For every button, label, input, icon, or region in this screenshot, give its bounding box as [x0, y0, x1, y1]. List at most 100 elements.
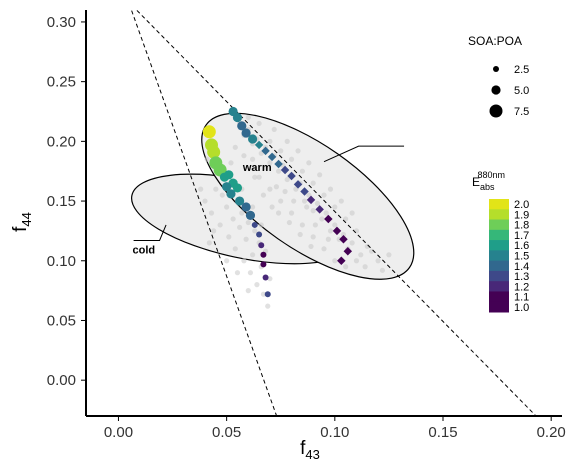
- color-legend-swatch: [489, 260, 509, 272]
- background-point: [204, 156, 210, 162]
- color-legend-title-sub: abs: [480, 182, 495, 192]
- background-point: [256, 120, 262, 127]
- background-point: [343, 264, 349, 270]
- background-point: [362, 264, 368, 270]
- background-point: [234, 270, 241, 276]
- color-legend-swatch: [489, 199, 509, 210]
- background-point: [375, 258, 381, 264]
- background-point: [265, 303, 271, 309]
- background-point: [327, 228, 334, 234]
- data-point-cold: [256, 231, 263, 238]
- data-point-cold: [264, 291, 271, 298]
- background-point: [243, 236, 249, 242]
- background-point: [267, 186, 273, 192]
- background-point: [267, 160, 273, 166]
- color-legend-label: 2.0: [514, 199, 529, 211]
- size-legend-marker: [491, 85, 501, 95]
- background-point: [250, 204, 256, 210]
- color-legend-title-sup: 880nm: [478, 170, 506, 180]
- y-tick-label: 0.30: [47, 14, 76, 31]
- y-tick-label: 0.00: [47, 372, 76, 389]
- background-point: [293, 186, 299, 192]
- background-point: [310, 234, 316, 240]
- size-legend-marker: [489, 104, 503, 118]
- data-point-warm: [237, 121, 247, 131]
- background-point: [343, 216, 349, 222]
- background-point: [198, 186, 204, 192]
- data-point-warm: [339, 235, 348, 244]
- x-tick-label: 0.15: [428, 424, 457, 441]
- color-legend-swatch: [489, 291, 509, 303]
- background-point: [386, 252, 392, 258]
- background-point: [245, 114, 251, 121]
- x-tick-label: 0.20: [537, 424, 566, 441]
- plot-area: [130, 10, 537, 416]
- color-legend-swatch: [489, 281, 509, 292]
- data-point-warm: [324, 214, 333, 224]
- background-point: [250, 252, 256, 258]
- y-axis-title-main: f: [10, 226, 31, 232]
- size-legend-marker: [493, 66, 499, 72]
- color-legend-label: 1.0: [514, 302, 529, 314]
- background-point: [310, 180, 316, 186]
- triangle-boundary-line: [135, 10, 537, 416]
- background-point: [332, 222, 338, 228]
- region-label-cold: cold: [133, 245, 156, 257]
- size-legend: SOA:POA 2.5 5.0 7.5: [468, 34, 529, 118]
- background-point: [219, 192, 225, 198]
- triangle-boundary-line: [130, 10, 278, 416]
- x-tick-label: 0.00: [104, 424, 133, 441]
- background-point: [245, 219, 251, 226]
- background-point: [252, 174, 258, 180]
- x-axis-title-main: f: [300, 438, 306, 459]
- data-point-warm: [306, 195, 316, 205]
- background-point: [258, 222, 264, 228]
- background-point: [217, 222, 223, 228]
- data-point-cold: [207, 145, 221, 159]
- background-point: [241, 258, 247, 264]
- color-legend: Eabs 880nm 2.01.91.81.71.61.51.41.31.21.1…: [472, 170, 529, 314]
- background-point: [306, 160, 312, 166]
- color-legend-label: 1.9: [514, 209, 529, 221]
- y-tick-label: 0.15: [47, 193, 76, 210]
- background-point: [306, 192, 312, 198]
- color-legend-swatch: [489, 301, 509, 313]
- background-point: [314, 200, 321, 207]
- x-axis-title: f43: [300, 438, 320, 462]
- x-tick-label: 0.10: [320, 424, 349, 441]
- background-point: [308, 243, 314, 250]
- data-point-warm: [232, 112, 243, 123]
- data-point-cold: [251, 221, 258, 228]
- data-point-cold: [260, 261, 267, 268]
- color-legend-items: 2.01.91.81.71.61.51.41.31.21.11.0: [489, 199, 529, 314]
- background-point: [286, 219, 292, 226]
- background-point: [271, 126, 277, 133]
- data-point-warm: [287, 171, 296, 181]
- color-legend-label: 1.2: [514, 281, 529, 293]
- background-point: [206, 240, 212, 246]
- background-point: [340, 231, 347, 238]
- region-leader-warm: [323, 145, 405, 163]
- color-legend-swatch: [489, 240, 509, 251]
- background-point: [211, 228, 217, 234]
- color-legend-swatch: [489, 229, 509, 241]
- background-point: [252, 228, 258, 234]
- background-point: [299, 168, 305, 174]
- y-tick-label: 0.05: [47, 312, 76, 329]
- background-point: [349, 240, 355, 246]
- background-point: [224, 258, 230, 264]
- background-point: [291, 198, 297, 204]
- background-point: [312, 222, 318, 228]
- color-legend-label: 1.6: [514, 240, 529, 252]
- data-point-warm: [300, 187, 309, 196]
- data-point-warm: [267, 152, 277, 162]
- background-point: [321, 246, 327, 252]
- data-point-cold: [224, 170, 234, 180]
- background-point: [256, 174, 262, 180]
- size-legend-title: SOA:POA: [468, 34, 522, 48]
- background-point: [260, 291, 267, 297]
- color-legend-label: 1.4: [514, 261, 529, 273]
- background-point: [301, 198, 308, 204]
- background-point: [260, 192, 267, 198]
